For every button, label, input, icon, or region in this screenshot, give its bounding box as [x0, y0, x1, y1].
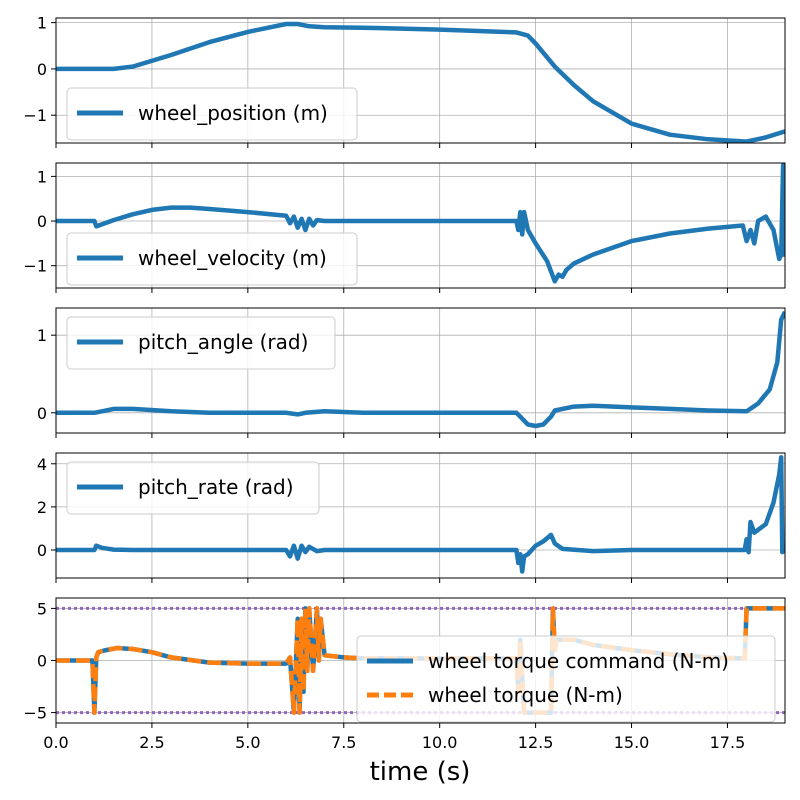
subplot-2: −1 0 1 wheel_velocity (m): [23, 162, 786, 293]
series-line-1: [56, 310, 785, 429]
legend-box: [66, 461, 320, 515]
legend-label: wheel_position (m): [138, 101, 328, 125]
legend-box: [66, 232, 358, 286]
series-line-1: [56, 163, 785, 284]
y-tick-label: 1: [37, 326, 47, 345]
plot-area: [56, 21, 785, 143]
x-tick-label: 0.0: [43, 733, 68, 752]
subplot-stack: −1 0 1 wheel_position (m) −1 0 1 wheel_velocity…: [23, 14, 786, 752]
legend-label: pitch_rate (rad): [138, 475, 294, 499]
y-tick-label: 0: [37, 404, 47, 423]
x-tick-label: 15.0: [614, 733, 650, 752]
plot-area: [56, 310, 785, 429]
axes-frame: [55, 162, 786, 289]
subplot-3: 0 1 pitch_angle (rad): [37, 307, 786, 438]
y-tick-label: −5: [23, 704, 47, 723]
subplot-1: −1 0 1 wheel_position (m): [23, 14, 786, 148]
y-tick-label: −1: [23, 106, 47, 125]
series-line-1: [56, 21, 785, 143]
y-tick-label: −1: [23, 257, 47, 276]
legend: wheel torque command (N-m) wheel torque (…: [356, 635, 776, 723]
legend-label: pitch_angle (rad): [138, 330, 308, 354]
x-tick-label: 5.0: [235, 733, 260, 752]
axes-frame: [55, 307, 786, 434]
x-tick-label: 10.0: [422, 733, 458, 752]
plot-area: [56, 455, 785, 574]
series-line-1: [56, 455, 785, 574]
x-tick-label: 12.5: [518, 733, 554, 752]
y-tick-label: 1: [37, 14, 47, 33]
x-axis-label: time (s): [370, 757, 471, 787]
legend-label: wheel torque command (N-m): [428, 649, 729, 673]
x-tick-label: 2.5: [139, 733, 164, 752]
legend: pitch_rate (rad): [66, 461, 320, 515]
y-tick-label: 2: [37, 498, 47, 517]
y-tick-label: 5: [37, 599, 47, 618]
y-tick-label: 4: [37, 455, 47, 474]
legend-label: wheel_velocity (m): [138, 246, 327, 270]
y-tick-label: 0: [37, 212, 47, 231]
x-tick-label: 17.5: [710, 733, 746, 752]
axes-frame: [55, 597, 786, 724]
x-tick-label: 7.5: [331, 733, 356, 752]
subplot-5: −5 0 5 0.0 2.5 5.0 7.5 10.0 12.5 15.0 17.5 wheel to…: [23, 597, 786, 752]
y-tick-label: 1: [37, 167, 47, 186]
y-tick-label: 0: [37, 541, 47, 560]
legend-box: [356, 635, 776, 723]
plot-area: [56, 163, 785, 284]
subplot-4: 0 2 4 pitch_rate (rad): [37, 452, 786, 583]
axes-frame: [55, 452, 786, 579]
legend: pitch_angle (rad): [66, 316, 336, 370]
y-tick-label: 0: [37, 652, 47, 671]
legend: wheel_velocity (m): [66, 232, 358, 286]
legend-box: [66, 316, 336, 370]
axes-frame: [55, 17, 786, 144]
legend: wheel_position (m): [66, 87, 358, 141]
y-tick-label: 0: [37, 60, 47, 79]
legend-box: [66, 87, 358, 141]
legend-label: wheel torque (N-m): [428, 683, 623, 707]
